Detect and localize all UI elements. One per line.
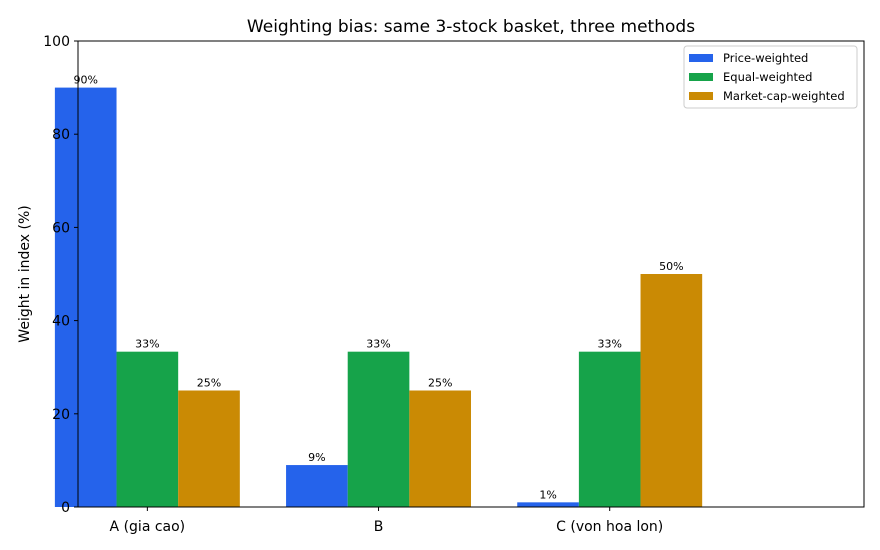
legend-swatch (689, 73, 713, 81)
y-tick-label: 80 (52, 127, 70, 143)
y-tick-label: 60 (52, 220, 70, 236)
plot-area: 90% 9% 1% 33% 33% 33% 25% 25% 50% 0 20 40 60 80 100 A (… (43, 34, 865, 535)
data-label: 33% (366, 338, 390, 351)
x-tick-label: A (gia cao) (110, 519, 186, 535)
x-tick-label: C (von hoa lon) (556, 519, 663, 535)
data-label: 25% (428, 377, 452, 390)
y-axis-label: Weight in index (%) (17, 205, 33, 342)
legend-label: Price-weighted (723, 51, 808, 65)
legend-label: Equal-weighted (723, 70, 812, 84)
bar-market-cap-weighted-1 (178, 390, 240, 507)
axes-frame (77, 40, 865, 508)
y-tick-label: 0 (61, 500, 70, 516)
chart-title: Weighting bias: same 3-stock basket, thr… (247, 17, 695, 37)
bar-equal-weighted-1 (116, 351, 179, 507)
bar-equal-weighted-3 (578, 351, 641, 507)
legend: Price-weighted Equal-weighted Market-cap-w… (683, 45, 858, 109)
legend-swatch (689, 92, 713, 100)
bar-equal-weighted-2 (347, 351, 410, 507)
bar-price-weighted-1 (54, 87, 117, 507)
data-label: 1% (539, 488, 556, 501)
data-label: 50% (659, 260, 683, 273)
y-tick-label: 20 (52, 407, 70, 423)
data-label: 33% (135, 338, 159, 351)
x-tick-label: B (374, 519, 384, 535)
y-tick-label: 100 (43, 34, 70, 50)
bar-market-cap-weighted-3 (640, 274, 703, 507)
data-label: 25% (197, 377, 221, 390)
legend-label: Market-cap-weighted (723, 89, 845, 103)
bar-market-cap-weighted-2 (409, 390, 471, 507)
data-label: 33% (597, 338, 621, 351)
data-label: 90% (73, 74, 97, 87)
bar-price-weighted-2 (286, 465, 348, 507)
data-label: 9% (308, 451, 325, 464)
bar-price-weighted-3 (517, 502, 579, 507)
y-tick-label: 40 (52, 314, 70, 330)
legend-swatch (689, 54, 713, 62)
legend-box (683, 45, 858, 109)
